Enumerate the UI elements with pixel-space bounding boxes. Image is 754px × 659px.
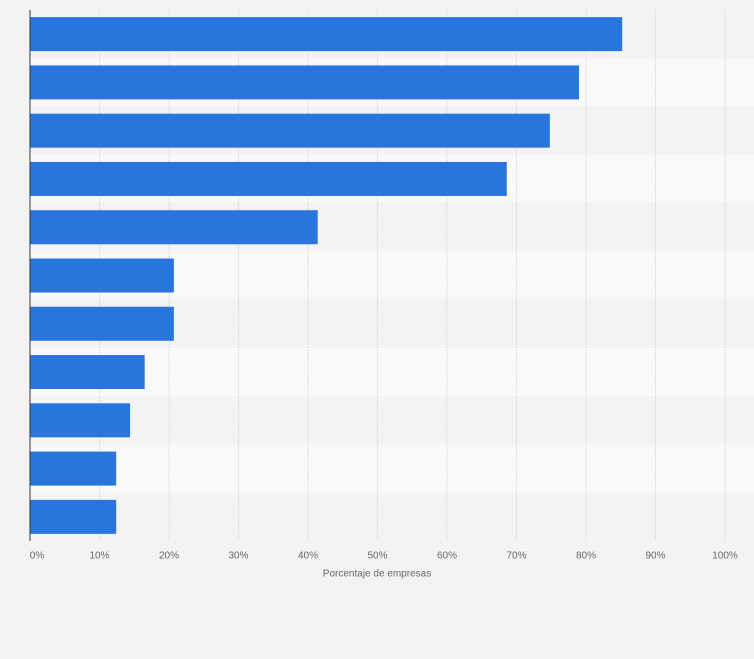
bar [30, 65, 580, 100]
row-band [30, 396, 754, 445]
row-band [30, 492, 754, 541]
x-tick-label: 60% [437, 551, 457, 562]
bar [30, 210, 318, 245]
bar [30, 355, 145, 390]
bar [30, 17, 623, 52]
bar [30, 306, 174, 341]
row-band [30, 347, 754, 397]
row-band [30, 444, 754, 493]
x-tick-label: 70% [506, 551, 526, 562]
x-tick-label: 100% [712, 551, 738, 562]
x-axis-label: Porcentaje de empresas [323, 569, 431, 580]
bar [30, 403, 131, 438]
bar [30, 113, 550, 148]
x-tick-label: 50% [367, 551, 387, 562]
x-tick-label: 30% [228, 551, 248, 562]
bar [30, 258, 174, 293]
x-tick-label: 40% [298, 551, 318, 562]
bar [30, 451, 117, 486]
x-tick-label: 20% [159, 551, 179, 562]
x-tick-label: 90% [645, 551, 665, 562]
x-tick-label: 80% [576, 551, 596, 562]
bar [30, 161, 507, 196]
x-tick-label: 0% [30, 551, 45, 562]
x-tick-label: 10% [89, 551, 109, 562]
bar [30, 499, 117, 534]
